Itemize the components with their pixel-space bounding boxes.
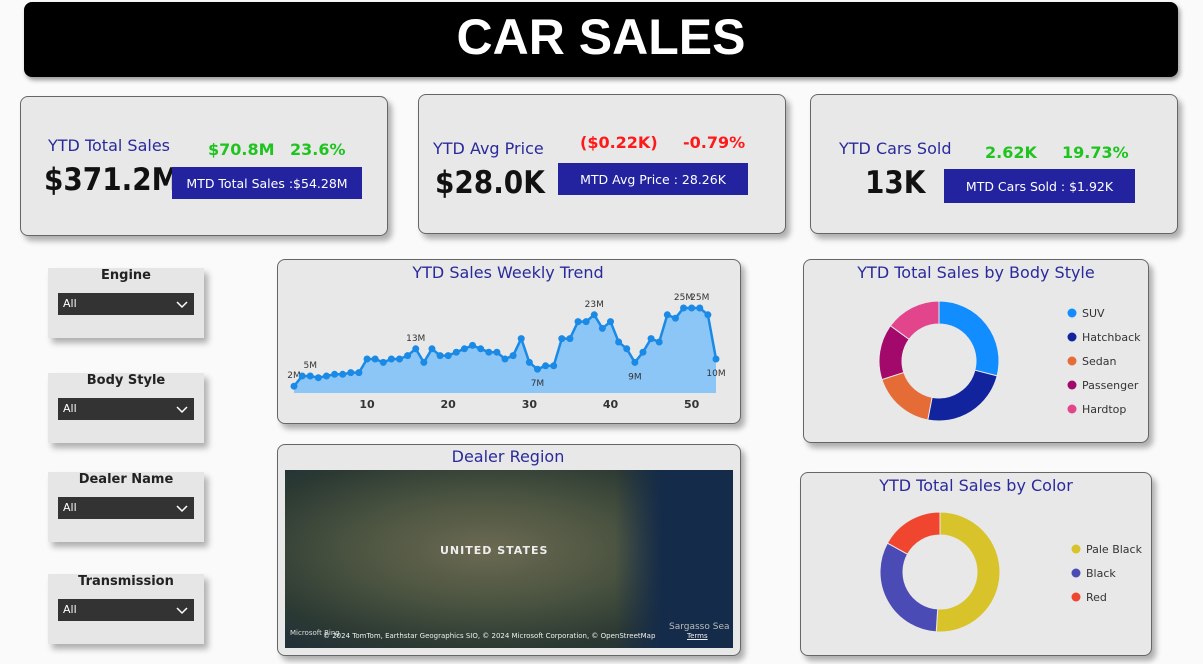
kpi-mtd: MTD Cars Sold : $1.92K <box>944 169 1135 203</box>
header-bar: CAR SALES <box>24 2 1178 77</box>
kpi-mtd: MTD Total Sales :$54.28M <box>172 167 362 199</box>
line-card <box>277 259 741 424</box>
chevron <box>176 301 188 309</box>
kpi-mtd: MTD Avg Price : 28.26K <box>558 163 748 195</box>
slicer-value: All <box>63 501 77 514</box>
ocean <box>615 470 733 648</box>
slicer: Transmission All <box>48 574 204 644</box>
kpi-change: 2.62K <box>985 143 1037 162</box>
slicer-value: All <box>63 297 77 310</box>
map-sea: Sargasso Sea <box>669 622 730 632</box>
kpi-change-pct: -0.79% <box>683 133 746 152</box>
slicer-label: Transmission <box>78 574 174 589</box>
slicer: Engine All <box>48 268 204 338</box>
slicer-label: Dealer Name <box>78 472 174 487</box>
kpi-change-pct: 23.6% <box>290 140 346 159</box>
slicer: Dealer Name All <box>48 472 204 542</box>
slicer-value: All <box>63 603 77 616</box>
header-title: CAR SALES <box>456 9 746 65</box>
slicer-label: Engine <box>101 268 151 283</box>
map-attribution: © 2024 TomTom, Earthstar Geographics SIO… <box>323 632 656 640</box>
kpi-card <box>810 94 1178 234</box>
map-title: Dealer Region <box>451 447 565 466</box>
kpi-value: 13K <box>865 165 926 201</box>
kpi-change: $70.8M <box>208 140 275 159</box>
kpi-title: YTD Avg Price <box>433 139 544 158</box>
slicer-dropdown[interactable]: All <box>58 497 194 519</box>
kpi-change: ($0.22K) <box>580 133 658 152</box>
chevron <box>176 505 188 513</box>
slicer-dropdown[interactable]: All <box>58 599 194 621</box>
slicer-value: All <box>63 402 77 415</box>
kpi-card <box>20 96 388 236</box>
slicer-dropdown[interactable]: All <box>58 398 194 420</box>
kpi-title: YTD Cars Sold <box>839 139 952 158</box>
donut-card <box>800 472 1152 656</box>
kpi-value: $371.2M <box>44 162 180 198</box>
slicer-dropdown[interactable]: All <box>58 293 194 315</box>
slicer-label: Body Style <box>86 373 166 388</box>
map-brand: Microsoft Bing <box>290 629 340 637</box>
donut-card <box>803 259 1149 443</box>
map-terms[interactable]: Terms <box>687 632 708 640</box>
map-country: UNITED STATES <box>440 544 549 557</box>
kpi-change-pct: 19.73% <box>1062 143 1129 162</box>
chevron <box>176 406 188 414</box>
slicer: Body Style All <box>48 373 204 443</box>
kpi-value: $28.0K <box>435 165 545 201</box>
map[interactable]: UNITED STATES Sargasso Sea Microsoft Bin… <box>285 470 733 648</box>
kpi-title: YTD Total Sales <box>48 136 170 155</box>
chevron <box>176 607 188 615</box>
